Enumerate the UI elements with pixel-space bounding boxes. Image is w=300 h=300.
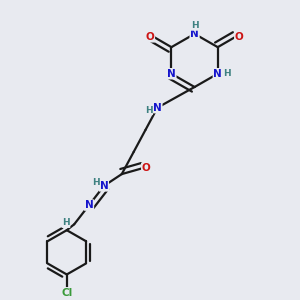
Text: N: N bbox=[85, 200, 93, 210]
Text: O: O bbox=[142, 163, 151, 173]
Text: N: N bbox=[153, 103, 162, 113]
Text: N: N bbox=[213, 69, 222, 79]
Text: H: H bbox=[145, 106, 152, 115]
Text: H: H bbox=[223, 69, 230, 78]
Text: H: H bbox=[92, 178, 99, 188]
Text: N: N bbox=[167, 69, 176, 79]
Text: H: H bbox=[191, 21, 198, 30]
Text: N: N bbox=[190, 29, 199, 39]
Text: Cl: Cl bbox=[61, 288, 72, 298]
Text: O: O bbox=[146, 32, 154, 42]
Text: O: O bbox=[235, 32, 244, 42]
Text: N: N bbox=[100, 181, 108, 191]
Text: H: H bbox=[62, 218, 70, 227]
